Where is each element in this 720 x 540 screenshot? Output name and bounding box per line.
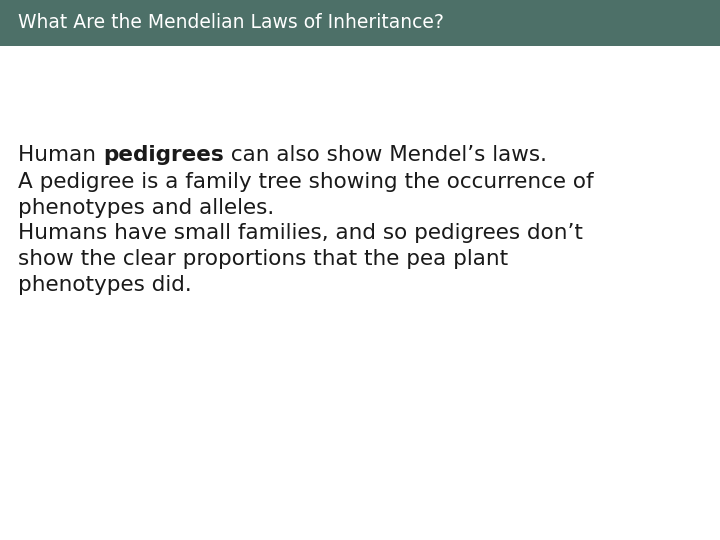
Text: A pedigree is a family tree showing the occurrence of
phenotypes and alleles.: A pedigree is a family tree showing the … <box>18 172 593 218</box>
Text: Human: Human <box>18 145 103 165</box>
Text: pedigrees: pedigrees <box>103 145 224 165</box>
Text: can also show Mendel’s laws.: can also show Mendel’s laws. <box>224 145 546 165</box>
Text: Humans have small families, and so pedigrees don’t
show the clear proportions th: Humans have small families, and so pedig… <box>18 223 583 295</box>
Bar <box>0 0 720 46</box>
Text: What Are the Mendelian Laws of Inheritance?: What Are the Mendelian Laws of Inheritan… <box>18 14 444 32</box>
